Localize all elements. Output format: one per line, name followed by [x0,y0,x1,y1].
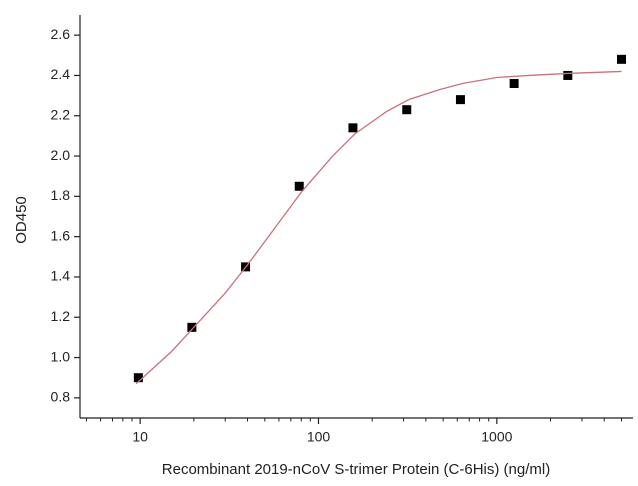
x-tick-label: 100 [307,429,331,445]
fit-curve [135,70,622,385]
y-axis-label: OD450 [13,196,30,244]
y-tick-label: 2.2 [51,106,71,122]
data-point [348,123,358,133]
y-tick-label: 1.8 [51,187,71,203]
y-tick-label: 2.0 [51,147,71,163]
y-tick-label: 2.6 [51,26,71,42]
data-point [133,373,143,383]
y-tick-label: 0.8 [51,389,71,405]
x-tick-label: 10 [132,429,148,445]
data-point [563,70,573,80]
y-tick-label: 1.2 [51,308,71,324]
data-point [402,105,412,115]
y-tick-label: 1.0 [51,348,71,364]
y-tick-label: 1.6 [51,227,71,243]
x-axis-label: Recombinant 2019-nCoV S-trimer Protein (… [162,461,550,478]
y-tick-label: 1.4 [51,268,71,284]
data-point [294,181,304,191]
x-tick-label: 1000 [481,429,512,445]
data-point [187,322,197,332]
data-point [509,79,519,89]
data-point [455,95,465,105]
data-point [617,54,627,64]
y-tick-label: 2.4 [51,66,71,82]
